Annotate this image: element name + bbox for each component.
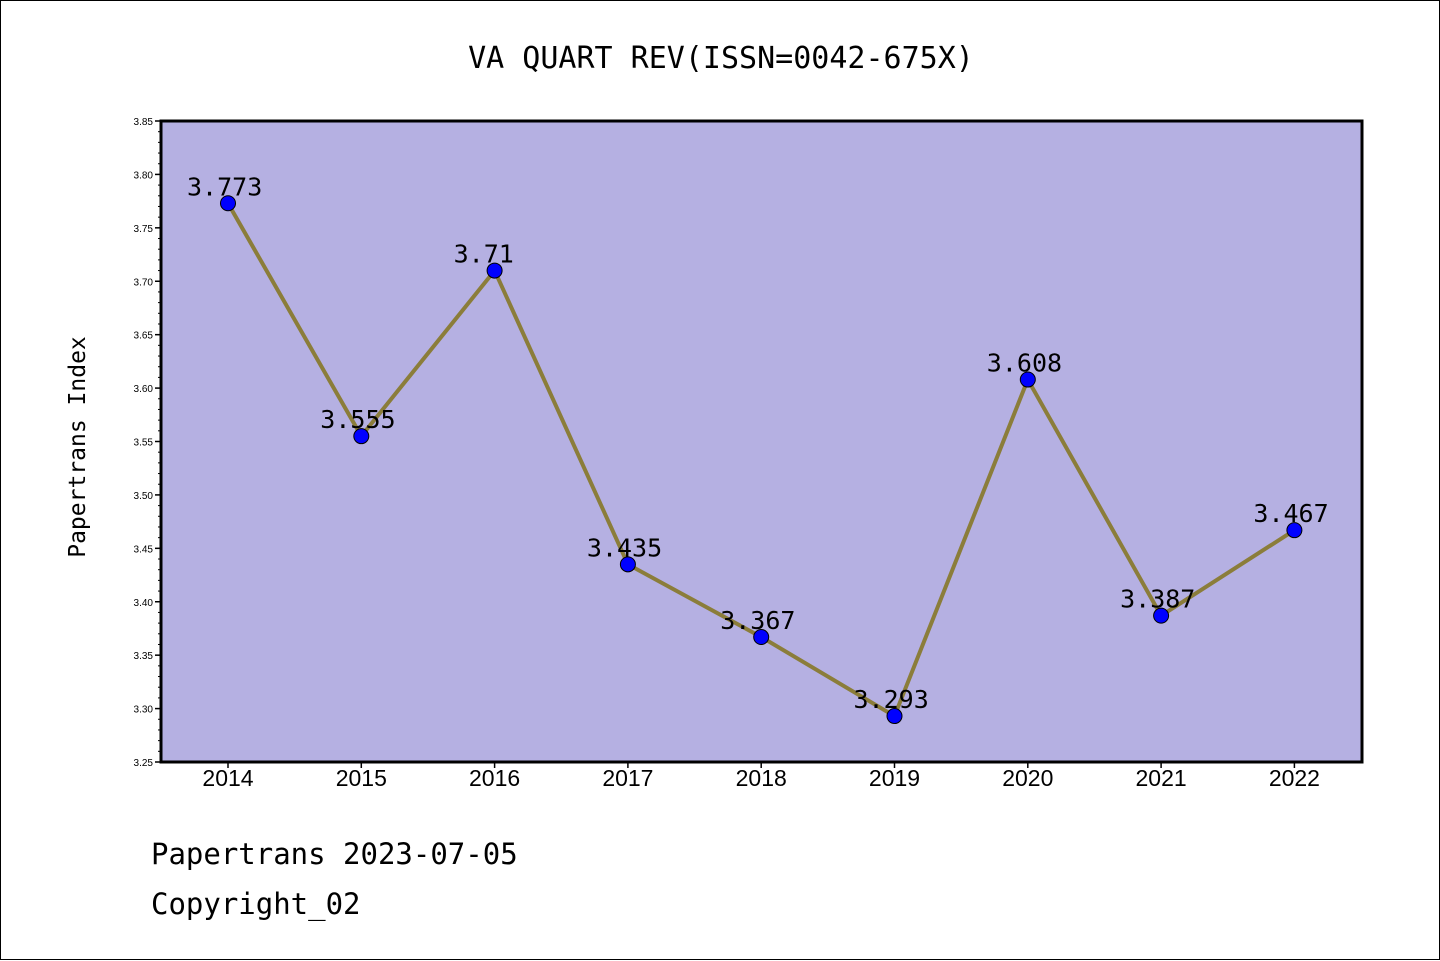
- data-points: [220, 195, 1303, 725]
- x-tick-label: 2017: [602, 765, 653, 791]
- y-tick-label: 3.65: [134, 331, 154, 342]
- y-tick-label: 3.80: [134, 170, 154, 181]
- data-label: 3.608: [987, 349, 1062, 378]
- x-tick-label: 2020: [1002, 765, 1053, 791]
- y-tick-label: 3.35: [134, 651, 154, 662]
- footer-date: Papertrans 2023-07-05: [151, 837, 518, 871]
- y-tick-label: 3.50: [134, 491, 154, 502]
- y-tick-label: 3.30: [134, 705, 154, 716]
- y-tick-label: 3.45: [134, 544, 154, 555]
- x-axis: 2014 2015 2016 2017 2018 2019 2020 2021 2022: [202, 762, 1320, 791]
- data-label: 3.293: [854, 685, 929, 714]
- y-axis-label: Papertrans Index: [65, 336, 91, 558]
- data-point: [1019, 371, 1036, 388]
- data-label: 3.467: [1253, 499, 1328, 528]
- footer-copyright: Copyright_02: [151, 887, 361, 921]
- y-tick-label: 3.75: [134, 224, 154, 235]
- data-point: [486, 262, 503, 279]
- y-tick-label: 3.25: [134, 758, 154, 769]
- data-point: [619, 556, 636, 573]
- data-point: [353, 428, 370, 445]
- data-point: [1286, 522, 1303, 539]
- y-tick-label: 3.85: [134, 117, 154, 128]
- chart-title: VA QUART REV(ISSN=0042-675X): [468, 41, 974, 76]
- data-label: 3.71: [454, 240, 514, 269]
- y-tick-label: 3.70: [134, 277, 154, 288]
- data-label: 3.435: [587, 533, 662, 562]
- y-tick-label: 3.60: [134, 384, 154, 395]
- data-label: 3.387: [1120, 585, 1195, 614]
- y-tick-label: 3.55: [134, 438, 154, 449]
- data-label: 3.367: [720, 606, 795, 635]
- x-tick-label: 2019: [869, 765, 920, 791]
- data-point: [1153, 607, 1170, 624]
- y-axis: 3.25 3.30 3.35 3.40 3.45 3.50 3.55 3.60 3.65 3.70…: [134, 117, 161, 769]
- x-tick-label: 2015: [336, 765, 387, 791]
- data-point: [753, 629, 770, 646]
- y-tick-label: 3.40: [134, 598, 154, 609]
- x-tick-label: 2018: [736, 765, 787, 791]
- data-point: [886, 708, 903, 725]
- x-tick-label: 2014: [202, 765, 253, 791]
- plot-border: [159, 119, 1364, 764]
- data-labels: 3.773 3.555 3.71 3.435 3.367 3.293 3.608 3.387 3…: [187, 172, 1329, 714]
- x-tick-label: 2016: [469, 765, 520, 791]
- plot-area: [161, 121, 1362, 762]
- x-tick-label: 2021: [1136, 765, 1187, 791]
- x-tick-label: 2022: [1269, 765, 1320, 791]
- data-point: [220, 195, 236, 212]
- data-label: 3.555: [320, 405, 395, 434]
- data-label: 3.773: [187, 172, 262, 201]
